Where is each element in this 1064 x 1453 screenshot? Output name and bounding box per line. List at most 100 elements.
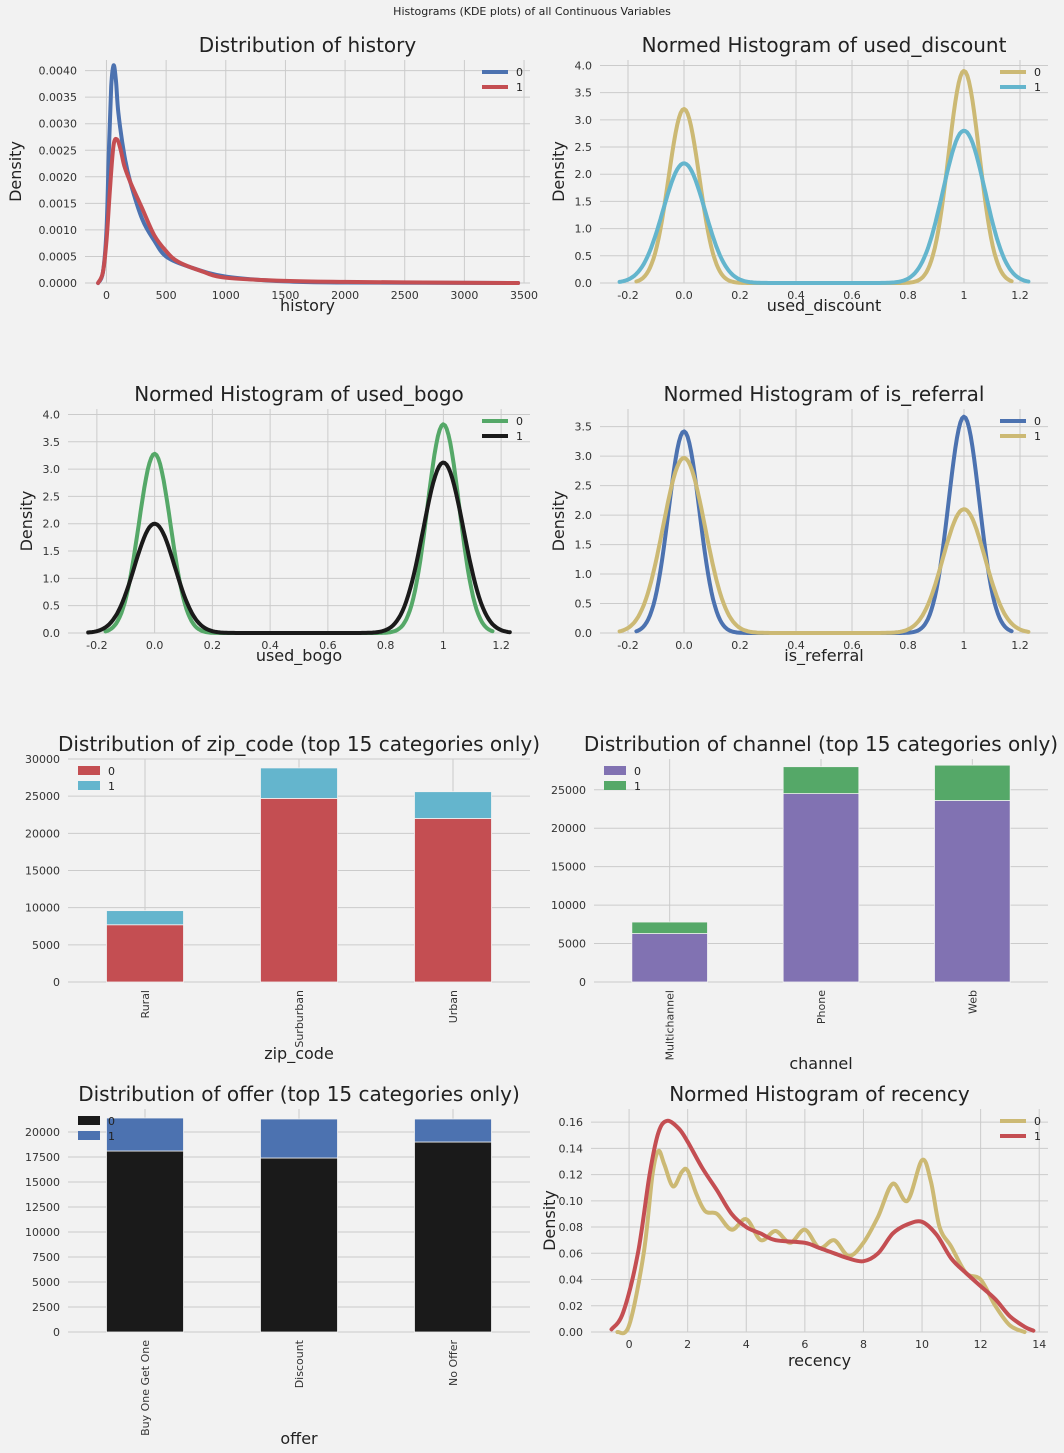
x-tick-label: -0.2 [86, 639, 107, 652]
y-tick-label: 1.0 [575, 223, 593, 236]
x-tick-label: Discount [293, 1339, 306, 1388]
legend-swatch-1 [604, 781, 626, 790]
x-tick-label: 8 [860, 1338, 867, 1351]
legend-label-0: 0 [108, 1115, 115, 1128]
y-tick-label: 7500 [32, 1251, 60, 1264]
bar-buy-one-get-one-0 [106, 1150, 184, 1333]
chart-title: Normed Histogram of is_referral [664, 382, 985, 406]
y-tick-label: 20000 [551, 822, 586, 835]
x-axis-label: is_referral [784, 646, 863, 666]
y-tick-label: 0.0040 [39, 65, 78, 78]
x-axis-label: history [280, 296, 335, 315]
subplot-5: Distribution of zip_code (top 15 categor… [25, 732, 540, 1064]
bar-phone-1 [782, 766, 860, 795]
x-tick-label: 0.6 [843, 639, 861, 652]
legend-label-1: 1 [516, 81, 523, 94]
x-tick-label: 0.2 [731, 639, 749, 652]
x-tick-label: Surburban [293, 990, 306, 1048]
legend-label-0: 0 [1034, 415, 1041, 428]
legend-label-0: 0 [108, 765, 115, 778]
x-tick-label: 0.0 [675, 639, 693, 652]
y-tick-label: 2.0 [43, 518, 61, 531]
x-tick-label: 0.2 [731, 289, 749, 302]
x-axis-label: recency [788, 1351, 851, 1370]
y-tick-label: 0.5 [43, 600, 61, 613]
legend-label-1: 1 [1034, 430, 1041, 443]
legend-label-1: 1 [108, 1130, 115, 1143]
x-tick-label: 3000 [450, 289, 478, 302]
y-tick-label: 25000 [25, 790, 60, 803]
x-tick-label: 1 [961, 639, 968, 652]
x-tick-label: 0.4 [787, 639, 805, 652]
y-tick-label: 0.04 [559, 1274, 584, 1287]
x-tick-label: No Offer [447, 1340, 460, 1386]
y-tick-label: 0.0035 [39, 91, 78, 104]
y-tick-label: 10000 [25, 902, 60, 915]
y-tick-label: 0.5 [575, 598, 593, 611]
y-tick-label: 1.0 [575, 568, 593, 581]
series-line-1 [96, 136, 521, 285]
legend-label-0: 0 [516, 66, 523, 79]
bar-multichannel-0 [631, 933, 708, 983]
y-tick-label: 2500 [32, 1301, 60, 1314]
x-tick-label: 1500 [271, 289, 299, 302]
bar-no-offer-0 [414, 1141, 492, 1333]
y-tick-label: 20000 [25, 827, 60, 840]
series-line-1 [609, 1118, 1036, 1333]
subplot-6: Distribution of channel (top 15 categori… [551, 732, 1058, 1073]
y-tick-label: 0.0015 [39, 197, 78, 210]
y-tick-label: 2.0 [575, 509, 593, 522]
chart-title: Distribution of channel (top 15 categori… [584, 732, 1058, 756]
y-tick-label: 17500 [25, 1151, 60, 1164]
y-tick-label: 0.0 [575, 277, 593, 290]
legend-label-1: 1 [634, 780, 641, 793]
y-tick-label: 30000 [25, 753, 60, 766]
y-tick-label: 0.0000 [39, 277, 78, 290]
y-tick-label: 2.5 [43, 490, 61, 503]
y-tick-label: 0.02 [559, 1300, 584, 1313]
x-tick-label: Rural [139, 990, 152, 1018]
subplot-8: Normed Histogram of recency 0.00 0.02 0.04 0… [540, 1082, 1048, 1370]
y-tick-label: 10000 [25, 1226, 60, 1239]
y-axis-label: Density [540, 1190, 559, 1251]
subplot-3: Normed Histogram of used_bogo 0.0 0.5 1.0 1.… [17, 382, 530, 666]
y-tick-label: 0.14 [559, 1142, 584, 1155]
x-tick-label: 0.0 [146, 639, 164, 652]
legend: 01 [78, 1115, 115, 1143]
bar-phone-0 [782, 793, 860, 983]
y-tick-label: 0 [53, 976, 60, 989]
x-axis-label: used_discount [767, 296, 882, 316]
bar-buy-one-get-one-1 [106, 1117, 184, 1152]
bar-multichannel-1 [631, 921, 708, 934]
bar-surburban-0 [260, 797, 338, 983]
legend-label-1: 1 [1034, 81, 1041, 94]
legend: 01 [482, 66, 523, 94]
x-tick-label: 0.6 [843, 289, 861, 302]
x-tick-label: -0.2 [617, 289, 638, 302]
y-tick-label: 2.5 [575, 141, 593, 154]
x-axis-label: offer [280, 1429, 318, 1448]
x-tick-label: 0.8 [899, 639, 917, 652]
x-tick-label: 3500 [510, 289, 538, 302]
legend-label-1: 1 [516, 430, 523, 443]
subplot-4: Normed Histogram of is_referral 0.0 0.5 1.0… [549, 382, 1048, 666]
legend: 01 [1000, 415, 1041, 443]
y-tick-label: 0.00 [559, 1326, 584, 1339]
y-tick-label: 0.08 [559, 1221, 584, 1234]
y-tick-label: 1.5 [575, 539, 593, 552]
y-tick-label: 15000 [25, 865, 60, 878]
y-tick-label: 20000 [25, 1126, 60, 1139]
y-tick-label: 3.5 [43, 436, 61, 449]
x-tick-label: 1 [961, 289, 968, 302]
bar-rural-0 [106, 924, 184, 983]
x-tick-label: 0.4 [261, 639, 279, 652]
figure-suptitle: Histograms (KDE plots) of all Continuous… [393, 5, 671, 18]
y-tick-label: 1.5 [43, 545, 61, 558]
y-tick-label: 0.10 [559, 1195, 584, 1208]
x-tick-label: 500 [156, 289, 177, 302]
x-axis-label: used_bogo [256, 646, 342, 666]
bar-discount-0 [260, 1157, 338, 1333]
y-axis-label: Density [549, 491, 568, 552]
x-tick-label: 12 [974, 1338, 988, 1351]
